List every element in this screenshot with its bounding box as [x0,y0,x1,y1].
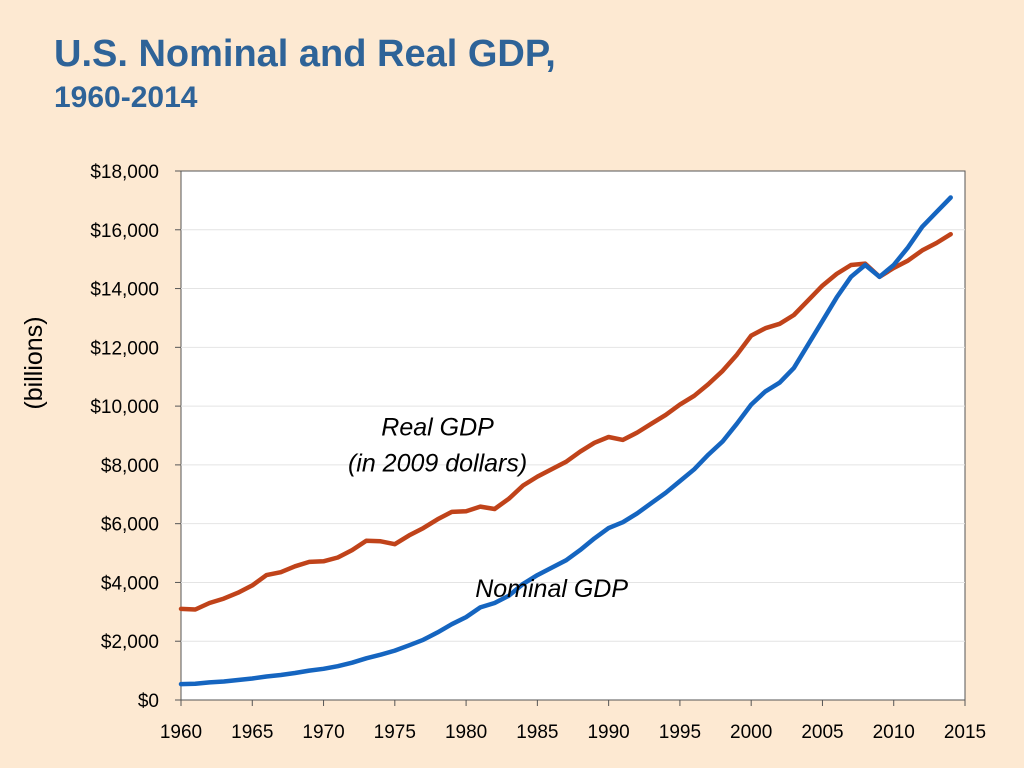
x-tick-label: 2010 [873,722,915,743]
x-tick-label: 1980 [445,722,487,743]
x-tick-label: 2000 [730,722,772,743]
y-tick-label: $10,000 [90,397,159,418]
x-tick-label: 1970 [302,722,344,743]
x-tick-label: 2005 [801,722,843,743]
x-tick-label: 1995 [659,722,701,743]
series-line [178,195,953,687]
y-axis: $0 $2,000 $4,000 $6,000 $8,000 $10,000 $12,000… [90,162,181,712]
x-tick-label: 1985 [516,722,558,743]
series-annotation: Real GDP (in 2009 dollars) [348,414,527,478]
x-tick-label: 1975 [374,722,416,743]
y-tick-label: $18,000 [90,162,159,183]
gridlines [181,229,965,642]
page-title: U.S. Nominal and Real GDP, 1960-2014 [54,32,556,116]
series-annotation: Nominal GDP [475,575,628,603]
annotations: Real GDP (in 2009 dollars) Nominal GDP [348,414,628,604]
y-tick-label: $12,000 [90,338,159,359]
y-tick-label: $2,000 [101,632,159,653]
series-layer [178,195,953,687]
y-tick-label: $16,000 [90,221,159,242]
x-tick-label: 2015 [944,722,986,743]
y-tick-label: $14,000 [90,280,159,301]
series-line [178,231,953,612]
title-line-1: U.S. Nominal and Real GDP, [54,33,556,75]
y-axis-title: (billions) [20,316,48,409]
x-tick-label: 1990 [587,722,629,743]
y-tick-label: $0 [138,691,159,712]
x-tick-label: 1960 [160,722,202,743]
y-tick-label: $4,000 [101,573,159,594]
y-tick-label: $6,000 [101,515,159,536]
y-tick-label: $8,000 [101,456,159,477]
x-tick-label: 1965 [231,722,273,743]
title-line-2: 1960-2014 [54,81,198,114]
x-axis: 1960 1965 1970 1975 1980 1985 1990 1995 2000 2005… [160,700,986,743]
plot-area [180,170,966,701]
